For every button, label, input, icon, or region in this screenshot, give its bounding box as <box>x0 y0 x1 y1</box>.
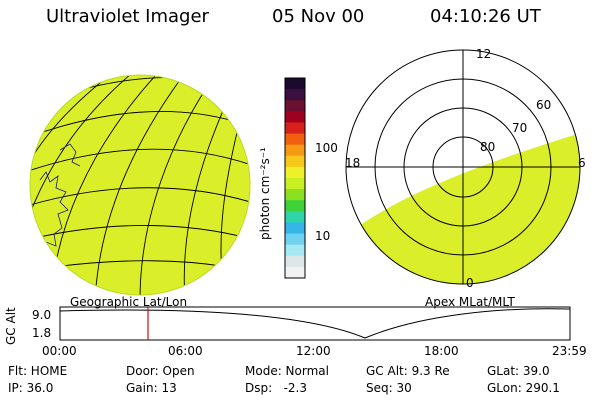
lat-label-80: 80 <box>480 140 496 154</box>
colorbar-stripe <box>285 222 305 235</box>
colorbar-stripe <box>285 244 305 257</box>
colorbar-stripe <box>285 144 305 157</box>
colorbar-stripe <box>285 111 305 123</box>
colorbar-stripe <box>285 189 305 201</box>
strip-xtick-4: 23:59 <box>552 344 587 358</box>
strip-xtick-2: 12:00 <box>296 344 331 358</box>
status-mode: Mode: Normal <box>245 364 329 378</box>
mlt-label-0: 0 <box>466 276 474 290</box>
colorbar-stripe <box>285 166 305 179</box>
colorbar <box>284 77 306 279</box>
mlt-label-18: 18 <box>345 156 361 170</box>
app-title: Ultraviolet Imager <box>46 6 209 27</box>
colorbar-border <box>284 77 306 279</box>
strip-xtick-0: 00:00 <box>42 344 77 358</box>
date-label: 05 Nov 00 <box>272 6 365 27</box>
polar-grid <box>345 49 581 285</box>
status-seq: Seq: 30 <box>366 381 412 395</box>
strip-ylabel: GC Alt <box>4 307 18 345</box>
colorbar-stripe <box>285 100 305 112</box>
strip-ytick-high: 9.0 <box>32 308 52 322</box>
strip-xtick-1: 06:00 <box>168 344 203 358</box>
left-panel-label: Geographic Lat/Lon <box>70 295 188 309</box>
colorbar-stripe <box>285 255 305 268</box>
status-glon: GLon: 290.1 <box>487 381 560 395</box>
lat-label-60: 60 <box>536 98 552 112</box>
status-gain: Gain: 13 <box>126 381 177 395</box>
colorbar-stripe <box>285 178 305 190</box>
time-label: 04:10:26 UT <box>430 6 541 27</box>
colorbar-stripe <box>285 233 305 246</box>
status-gc-alt: GC Alt: 9.3 Re <box>366 364 450 378</box>
auroral-oval-fill <box>346 130 580 284</box>
altitude-curve <box>59 308 571 339</box>
colorbar-stripe <box>285 133 305 146</box>
strip-xtick-3: 18:00 <box>424 344 459 358</box>
lat-label-70: 70 <box>512 121 528 135</box>
earth-disk <box>30 75 250 295</box>
mlt-label-12: 12 <box>476 47 492 61</box>
colorbar-stripe <box>285 211 305 223</box>
mlt-label-6: 6 <box>578 156 586 170</box>
colorbar-tick-100: 100 <box>315 141 338 155</box>
status-glat: GLat: 39.0 <box>487 364 550 378</box>
colorbar-stripe <box>285 122 305 135</box>
status-ip: IP: 36.0 <box>8 381 54 395</box>
status-dsp: Dsp: -2.3 <box>245 381 308 395</box>
colorbar-stripe <box>285 89 305 101</box>
status-door: Door: Open <box>126 364 195 378</box>
colorbar-stripe <box>285 200 305 212</box>
colorbar-stripe <box>285 266 305 279</box>
colorbar-stripe <box>285 155 305 168</box>
colorbar-tick-10: 10 <box>315 229 331 243</box>
colorbar-stripe <box>285 78 305 90</box>
right-panel-label: Apex MLat/MLT <box>425 295 515 309</box>
strip-ytick-low: 1.8 <box>32 326 52 340</box>
status-flight: Flt: HOME <box>8 364 68 378</box>
